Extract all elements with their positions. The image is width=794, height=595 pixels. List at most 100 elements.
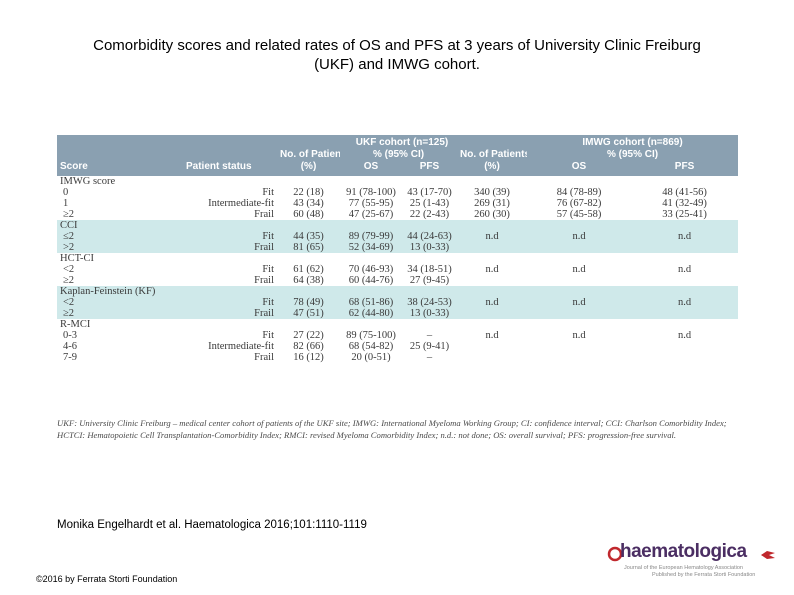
table-row: ≥2 Frail 64 (38) 60 (44-76) 27 (9-45)	[57, 275, 738, 286]
row-imwg-n: n.d	[457, 297, 528, 308]
header-imwg-os: OS	[527, 161, 632, 176]
header-imwg-pct-ci: % (95% CI)	[527, 149, 739, 161]
table-row: 0 Fit 22 (18) 91 (78-100) 43 (17-70) 340 (39)…	[57, 187, 738, 198]
row-status: Fit	[183, 297, 277, 308]
row-ukf-n: 78 (49)	[277, 297, 340, 308]
haematologica-logo: haematologica Journal of the European He…	[606, 541, 776, 581]
row-ukf-pfs: –	[426, 330, 433, 341]
row-ukf-os: 77 (55-95)	[348, 198, 394, 209]
header-score: Score	[57, 161, 183, 176]
row-ukf-os: 20 (0-51)	[351, 352, 391, 363]
row-score: ≥2	[57, 308, 183, 319]
row-status: Frail	[254, 275, 274, 286]
row-imwg-n: n.d	[485, 330, 499, 341]
row-ukf-os: 68 (54-82)	[348, 341, 394, 352]
row-status: Fit	[262, 264, 274, 275]
row-imwg-os	[527, 242, 632, 253]
row-imwg-n	[457, 352, 527, 363]
row-imwg-pfs: n.d	[631, 297, 739, 308]
table-row: 4-6 Intermediate-fit 82 (66) 68 (54-82) 25 (…	[57, 341, 738, 352]
row-imwg-os: n.d	[572, 330, 586, 341]
header-patient-status: Patient status	[183, 161, 277, 176]
row-status: Intermediate-fit	[208, 198, 274, 209]
row-imwg-pfs	[631, 308, 739, 319]
row-imwg-n: 260 (30)	[474, 209, 510, 220]
copyright: ©2016 by Ferrata Storti Foundation	[36, 574, 178, 584]
row-imwg-pfs	[631, 242, 739, 253]
header-imwg-pfs: PFS	[631, 161, 739, 176]
header-row-columns: Score Patient status (%) OS PFS (%) OS P…	[57, 161, 739, 176]
section-label: CCI	[57, 220, 739, 231]
table-row: 7-9 Frail 16 (12) 20 (0-51) –	[57, 352, 738, 363]
row-imwg-os: 76 (67-82)	[556, 198, 602, 209]
row-ukf-pfs: 25 (9-41)	[409, 341, 450, 352]
header-ukf-pfs: PFS	[402, 161, 457, 176]
row-ukf-n: 22 (18)	[293, 187, 324, 198]
row-imwg-os: n.d	[527, 297, 632, 308]
row-score: 0	[63, 187, 69, 198]
row-imwg-pfs	[631, 341, 738, 352]
row-ukf-os: 62 (44-80)	[340, 308, 402, 319]
section-row: HCT-CI	[57, 253, 738, 264]
row-ukf-os: 91 (78-100)	[346, 187, 396, 198]
section-row: R-MCI	[57, 319, 738, 330]
row-ukf-os: 70 (46-93)	[348, 264, 394, 275]
row-imwg-n: n.d	[457, 231, 528, 242]
row-ukf-n: 44 (35)	[277, 231, 340, 242]
row-status: Fit	[183, 231, 277, 242]
row-ukf-n: 47 (51)	[277, 308, 340, 319]
table-row: ≤2 Fit 44 (35) 89 (79-99) 44 (24-63) n.d n.d n.…	[57, 231, 739, 242]
header-ukf-os: OS	[340, 161, 402, 176]
row-status: Frail	[183, 308, 277, 319]
section-label: HCT-CI	[60, 253, 95, 264]
row-ukf-pfs: 13 (0-33)	[402, 308, 457, 319]
row-imwg-n	[457, 308, 528, 319]
row-ukf-os: 47 (25-67)	[348, 209, 394, 220]
table-row: ≥2 Frail 60 (48) 47 (25-67) 22 (2-43) 260 (30…	[57, 209, 738, 220]
row-ukf-os: 68 (51-86)	[340, 297, 402, 308]
row-imwg-pfs: 41 (32-49)	[662, 198, 707, 209]
row-status: Frail	[254, 352, 274, 363]
row-imwg-pfs	[631, 352, 738, 363]
row-score: <2	[57, 297, 183, 308]
row-imwg-pfs: 33 (25-41)	[662, 209, 707, 220]
row-imwg-n	[457, 341, 527, 352]
row-ukf-pfs: 13 (0-33)	[402, 242, 457, 253]
row-imwg-os: n.d	[572, 264, 586, 275]
row-score: ≤2	[57, 231, 183, 242]
row-imwg-pfs	[631, 275, 738, 286]
row-score: 0-3	[63, 330, 77, 341]
row-ukf-n: 82 (66)	[293, 341, 324, 352]
row-status: Intermediate-fit	[208, 341, 274, 352]
row-score: >2	[57, 242, 183, 253]
row-ukf-n: 16 (12)	[293, 352, 324, 363]
row-imwg-os	[527, 352, 631, 363]
logo-subtitle-2: Published by the Ferrata Storti Foundati…	[652, 572, 756, 578]
header-imwg-pct: (%)	[457, 161, 528, 176]
row-ukf-pfs: 44 (24-63)	[402, 231, 457, 242]
header-ukf-pct: (%)	[277, 161, 340, 176]
row-ukf-os: 89 (79-99)	[340, 231, 402, 242]
title-line-1: Comorbidity scores and related rates of …	[93, 37, 701, 54]
table-row: <2 Fit 78 (49) 68 (51-86) 38 (24-53) n.d n.d n.…	[57, 297, 739, 308]
row-imwg-os: 57 (45-58)	[556, 209, 602, 220]
row-ukf-pfs: 34 (18-51)	[407, 264, 452, 275]
header-imwg-no-patients: No. of Patients	[457, 149, 528, 161]
section-label: Kaplan-Feinstein (KF)	[57, 286, 739, 297]
row-ukf-pfs: 22 (2-43)	[409, 209, 450, 220]
logo-wordmark: haematologica	[620, 541, 747, 562]
row-imwg-n	[457, 275, 527, 286]
comorbidity-table: UKF cohort (n=125) IMWG cohort (n=869) N…	[57, 135, 739, 464]
row-score: <2	[63, 264, 75, 275]
row-score: ≥2	[63, 209, 75, 220]
section-row: CCI	[57, 220, 739, 231]
row-imwg-n: n.d	[485, 264, 499, 275]
row-ukf-n: 60 (48)	[293, 209, 324, 220]
logo-mark-icon	[607, 546, 623, 562]
section-row: Kaplan-Feinstein (KF)	[57, 286, 739, 297]
row-imwg-os	[527, 308, 632, 319]
table-row: ≥2 Frail 47 (51) 62 (44-80) 13 (0-33)	[57, 308, 739, 319]
header-ukf-pct-ci: % (95% CI)	[340, 149, 457, 161]
table-row: 0-3 Fit 27 (22) 89 (75-100) – n.d n.d n.d	[57, 330, 738, 341]
row-imwg-os	[527, 341, 631, 352]
